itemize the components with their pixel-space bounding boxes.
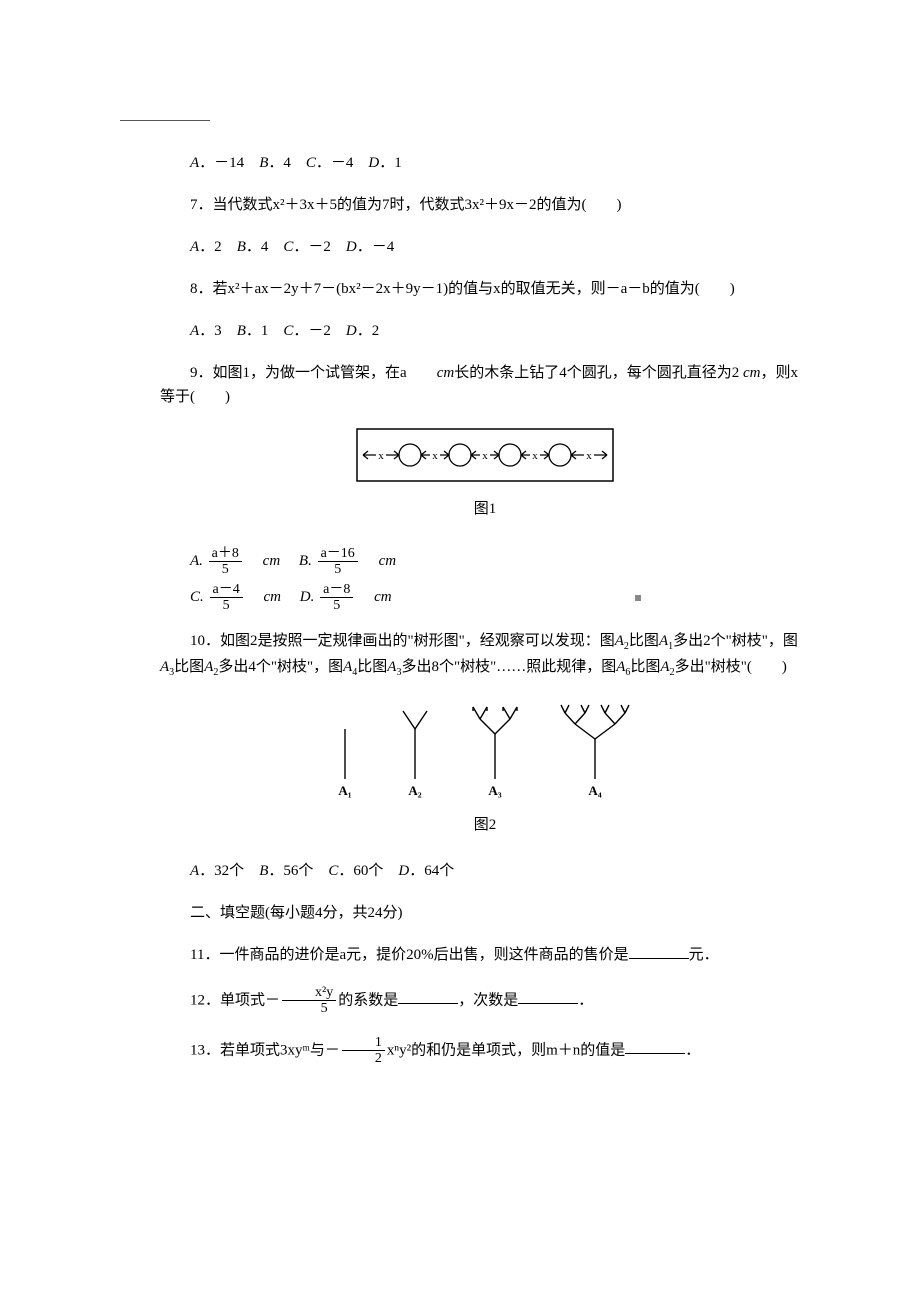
q9-figure-caption: 图1 (160, 497, 810, 521)
svg-text:x: x (532, 450, 538, 462)
q9-opt-c-label: C. (190, 589, 204, 605)
q9-options: A. a＋85 cm B. a－165 cm C. a－45 cm D. a－8… (160, 543, 810, 615)
q12-blank-2[interactable] (518, 990, 578, 1005)
q9-text: 9．如图1，为做一个试管架，在a cm长的木条上钻了4个圆孔，每个圆孔直径为2 … (160, 361, 810, 409)
q13-text: 13．若单项式3xyᵐ与－12xⁿy²的和仍是单项式，则m＋n的值是． (160, 1035, 810, 1067)
svg-text:A₄: A₄ (588, 783, 601, 798)
svg-text:x: x (378, 450, 384, 462)
svg-text:x: x (482, 450, 488, 462)
q11-blank[interactable] (629, 945, 689, 960)
svg-text:A₁: A₁ (338, 783, 351, 798)
q9-text-a: 9．如图1，为做一个试管架，在a (190, 365, 407, 381)
q9-opt-a-label: A. (190, 553, 203, 569)
q7-text: 7．当代数式x²＋3x＋5的值为7时，代数式3x²＋9x－2的值为( ) (160, 193, 810, 217)
q10-options: A．32个 B．56个 C．60个 D．64个 (160, 859, 810, 883)
q9-opt-d-label: D. (300, 589, 315, 605)
q10-text: 10．如图2是按照一定规律画出的"树形图"，经观察可以发现：图A2比图A1多出2… (160, 629, 810, 681)
svg-text:x: x (432, 450, 438, 462)
svg-text:A₃: A₃ (488, 783, 501, 798)
q10-figure-caption: 图2 (160, 813, 810, 837)
section-2-heading: 二、填空题(每小题4分，共24分) (160, 901, 810, 925)
q6-options: A．－14 B．4 C．－4 D．1 (160, 151, 810, 175)
q13-blank[interactable] (625, 1040, 685, 1055)
marker-square-icon (635, 595, 641, 601)
q7-options: A．2 B．4 C．－2 D．－4 (160, 235, 810, 259)
svg-text:x: x (586, 450, 592, 462)
q11-text: 11．一件商品的进价是a元，提价20%后出售，则这件商品的售价是元． (160, 943, 810, 967)
q12-blank-1[interactable] (398, 990, 458, 1005)
header-rule (120, 120, 210, 121)
q8-text: 8．若x²＋ax－2y＋7－(bx²－2x＋9y－1)的值与x的取值无关，则－a… (160, 277, 810, 301)
document-page: A．－14 B．4 C．－4 D．1 7．当代数式x²＋3x＋5的值为7时，代数… (0, 0, 920, 1165)
q12-text: 12．单项式－x²y5的系数是，次数是． (160, 985, 810, 1017)
q8-options: A．3 B．1 C．－2 D．2 (160, 319, 810, 343)
q9-opt-b-label: B. (299, 553, 312, 569)
svg-text:A₂: A₂ (408, 783, 421, 798)
q9-figure: x x x x x (160, 427, 810, 491)
q10-figure: A₁ A₂ A₃ A₄ (160, 699, 810, 807)
